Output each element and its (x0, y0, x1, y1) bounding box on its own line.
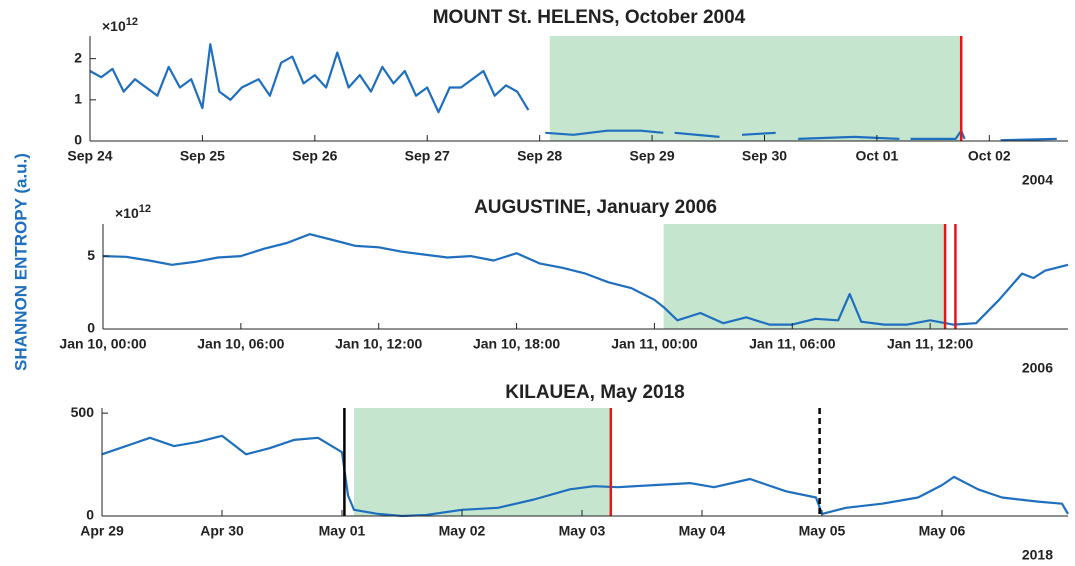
x-tick-label: May 02 (439, 523, 486, 539)
x-tick-label: May 04 (679, 523, 726, 539)
x-tick-label: Sep 27 (405, 148, 450, 164)
multiplier-exponent: 12 (126, 16, 138, 28)
multiplier-base: ×10 (115, 205, 139, 221)
year-label: 2006 (1022, 360, 1053, 376)
x-tick-label: Sep 24 (67, 148, 112, 164)
x-tick-label: Jan 11, 00:00 (611, 336, 698, 352)
shaded-span (354, 408, 611, 516)
multiplier-exponent: 12 (139, 203, 151, 215)
x-tick-label: Apr 29 (80, 523, 124, 539)
x-tick-label: May 03 (559, 523, 606, 539)
y-tick-label: 5 (87, 247, 95, 263)
year-label: 2018 (1022, 547, 1053, 563)
y-tick-label: 0 (74, 132, 82, 148)
x-tick-label: Oct 02 (968, 148, 1011, 164)
x-tick-label: Jan 10, 00:00 (59, 336, 146, 352)
y-tick-label: 500 (71, 404, 95, 420)
x-tick-label: Jan 10, 06:00 (197, 336, 284, 352)
x-tick-label: Apr 30 (200, 523, 244, 539)
x-tick-label: May 01 (319, 523, 366, 539)
x-tick-label: Oct 01 (855, 148, 898, 164)
axis-multiplier: ×1012 (102, 16, 138, 34)
axis-multiplier: ×1012 (115, 203, 151, 221)
x-tick-label: Sep 26 (292, 148, 337, 164)
x-tick-label: Sep 25 (180, 148, 225, 164)
x-tick-label: May 06 (919, 523, 966, 539)
y-tick-label: 2 (74, 49, 82, 65)
shaded-span (549, 36, 962, 141)
x-tick-label: Sep 30 (742, 148, 787, 164)
x-tick-label: Jan 10, 18:00 (473, 336, 560, 352)
shaded-span (663, 224, 944, 329)
y-tick-label: 0 (87, 320, 95, 336)
data-line (101, 434, 1069, 518)
x-tick-label: Jan 11, 06:00 (749, 336, 836, 352)
chart-title: AUGUSTINE, January 2006 (474, 197, 717, 218)
year-label: 2004 (1022, 172, 1053, 188)
x-tick-label: Jan 11, 12:00 (887, 336, 974, 352)
multiplier-base: ×10 (102, 18, 126, 34)
x-tick-label: Sep 29 (629, 148, 674, 164)
x-tick-label: May 05 (799, 523, 846, 539)
x-tick-label: Sep 28 (517, 148, 562, 164)
chart-title: KILAUEA, May 2018 (505, 382, 685, 403)
x-tick-label: Jan 10, 12:00 (335, 336, 422, 352)
y-axis-label: SHANNON ENTROPY (a.u.) (11, 153, 30, 371)
data-line (102, 233, 1069, 326)
y-tick-label: 0 (86, 507, 94, 523)
data-line (89, 43, 1057, 142)
y-tick-label: 1 (74, 91, 82, 107)
chart-title: MOUNT St. HELENS, October 2004 (433, 7, 746, 28)
